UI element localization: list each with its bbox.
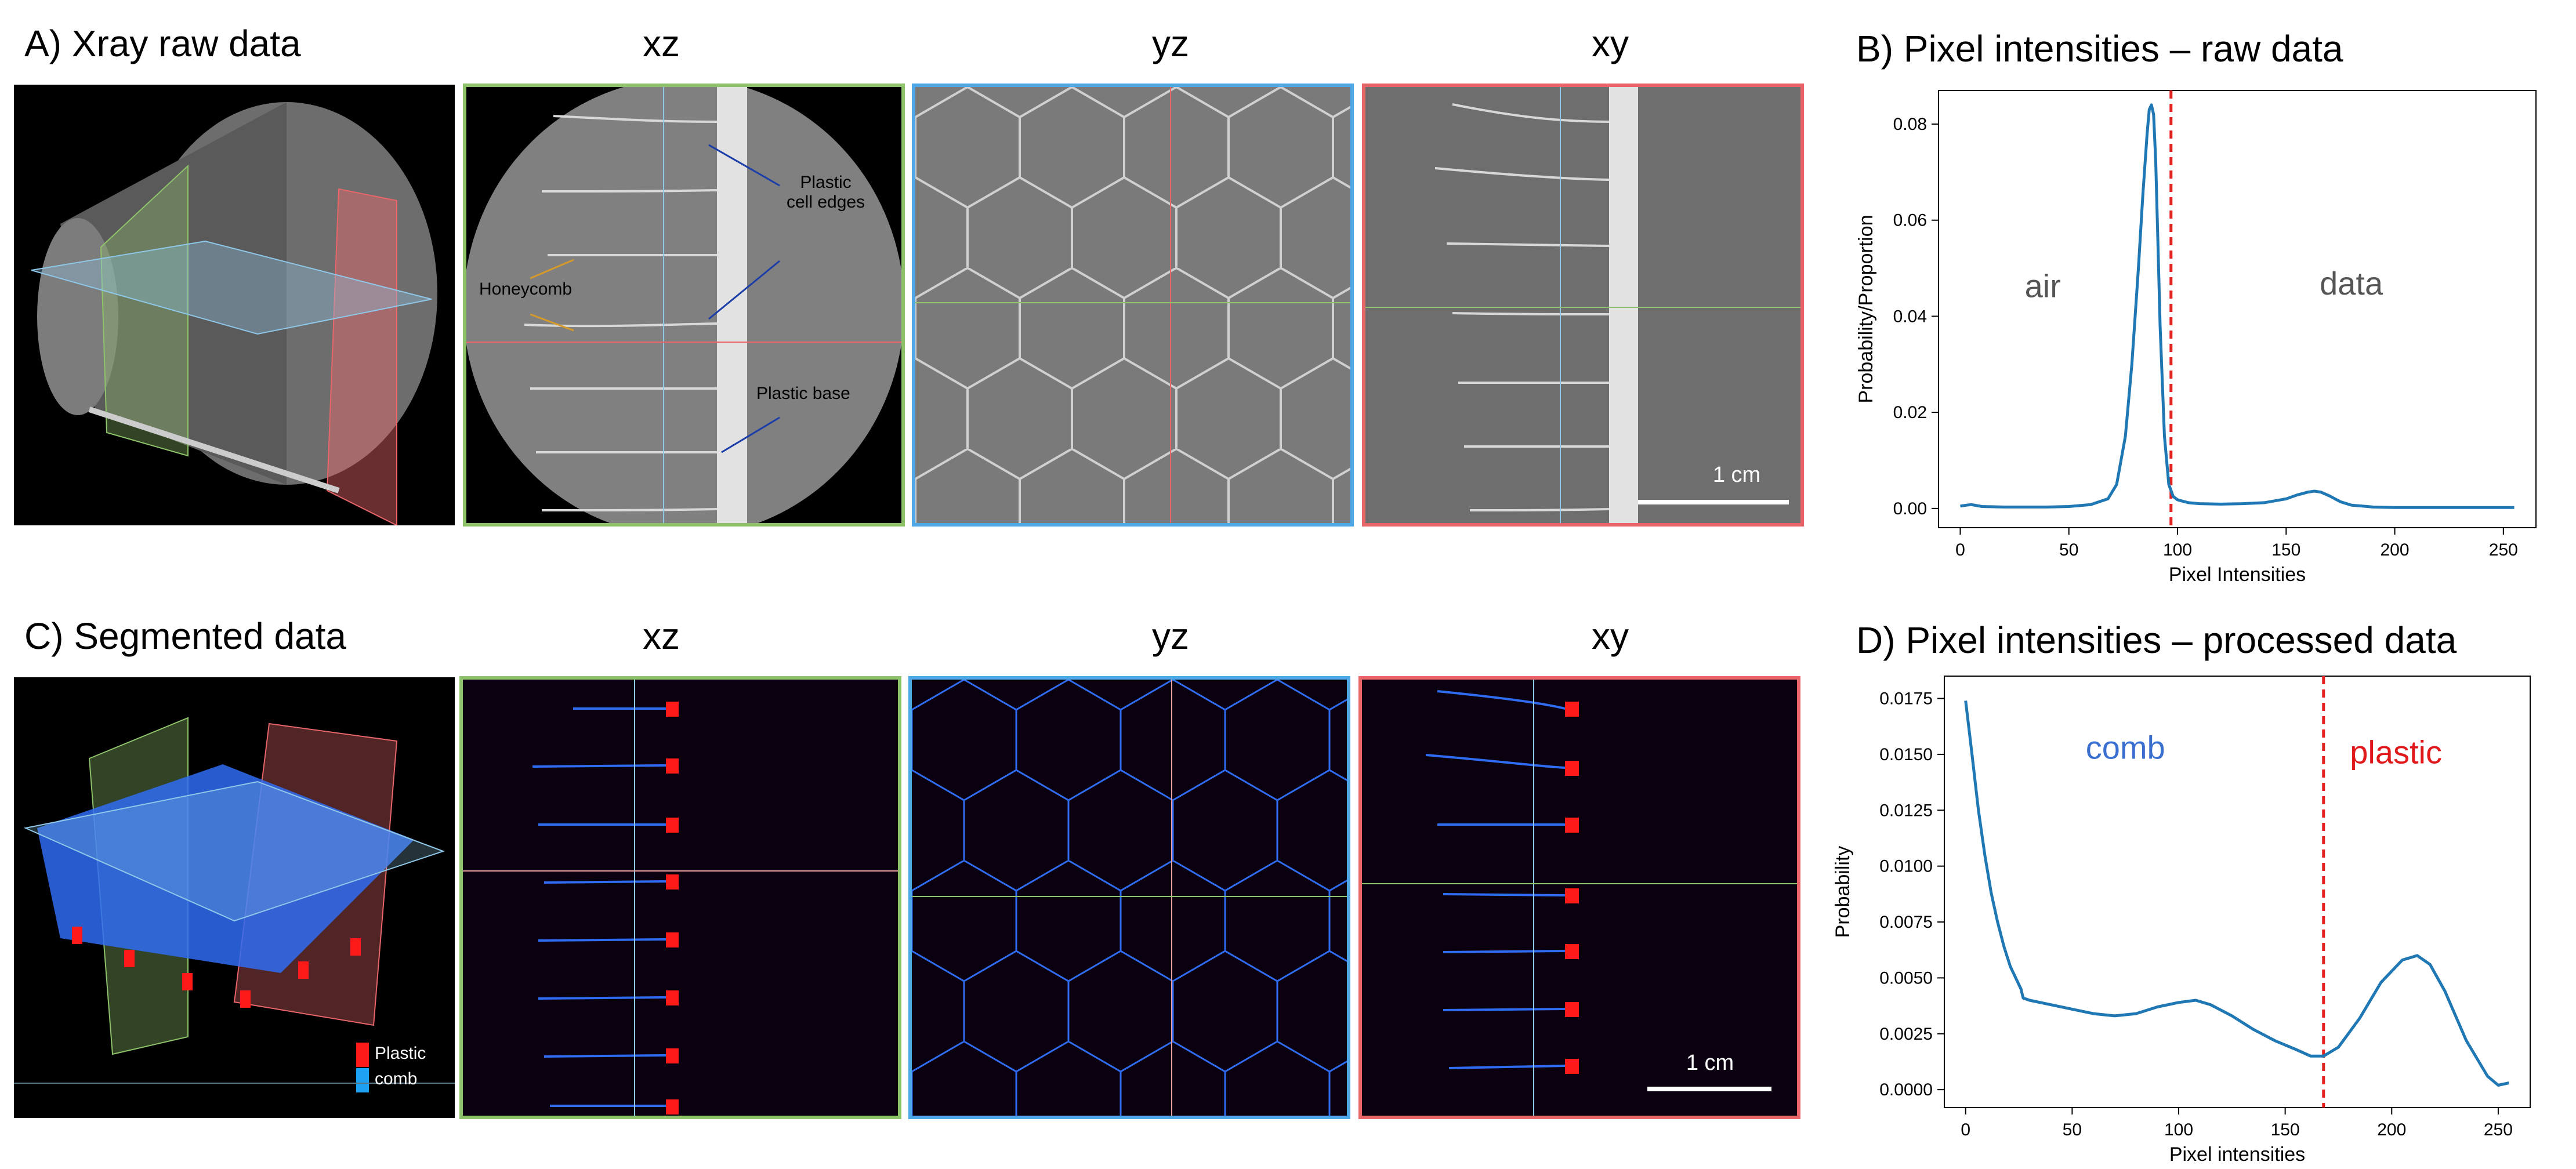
chart-b-ytick-label: 0.00 [1893,499,1927,518]
chart-d-series-line [1964,700,2509,1087]
legend-plastic-label: Plastic [375,1044,426,1063]
chart-b-title: B) Pixel intensities – raw data [1856,28,2343,70]
seg-xz-slice [459,676,901,1119]
chart-d-ytick-label: 0.0125 [1879,801,1933,820]
panel-c-title: C) Segmented data [24,615,346,657]
chart-d-ytick-label: 0.0150 [1879,745,1933,764]
chart-d-region-label: plastic [2350,734,2442,770]
label-plastic-line2: cell edges [787,193,865,212]
raw-xz-drawing [466,87,901,523]
chart-d-xtick-label: 50 [2063,1120,2082,1139]
view-title-yz-c: yz [1152,615,1189,657]
view-title-xz-a: xz [643,23,680,64]
chart-d-ytick-label: 0.0075 [1879,913,1933,932]
raw-3d-render [14,85,455,525]
legend-plastic-swatch [356,1043,369,1067]
chart-d-xtick-label: 200 [2377,1120,2406,1139]
chart-b-ylabel: Probability/Proportion [1855,215,1877,403]
chart-d-xtick-label: 100 [2164,1120,2193,1139]
seg-xy-plastic [1565,702,1579,1074]
view-title-xy-c: xy [1592,615,1629,657]
chart-d-xtick-label: 150 [2271,1120,2300,1139]
label-honeycomb: Honeycomb [479,279,573,299]
seg-xy-comb [1425,690,1566,1069]
chart-d-region-label: comb [2086,729,2165,766]
seg-yz-honeycomb [912,680,1347,1116]
raw-yz-slice [912,84,1354,527]
chart-b-xtick-label: 50 [2059,540,2078,560]
seg-plane-yz [23,780,445,922]
chart-b-plot-frame [1938,90,2537,528]
raw-xz-slice: Plastic cell edges Honeycomb Plastic bas… [463,84,905,527]
seg-xz-plastic [666,702,679,1114]
chart-d-ytick-label: 0.0100 [1879,857,1933,876]
raw-xz-edges [524,115,718,511]
chart-d: D) Pixel intensities – processed data 0 50… [1832,619,2531,1166]
chart-d-ytick-label: 0.0000 [1879,1080,1933,1099]
plane-xz-render [100,164,189,457]
chart-b-xtick-label: 200 [2381,540,2410,560]
raw-xz-honeycomb-pointers [530,259,574,332]
view-title-xy-a: xy [1592,23,1629,64]
raw-xy-scale-label: 1 cm [1712,463,1761,487]
legend-comb-label: comb [375,1069,418,1088]
chart-d-ytick-label: 0.0175 [1879,689,1933,709]
panel-a-title: A) Xray raw data [24,23,301,64]
chart-b-xtick-label: 150 [2271,540,2300,560]
chart-d-plot-frame [1944,676,2531,1108]
segmented-3d-render: Plastic comb [14,677,455,1118]
seg-xz-drawing [463,680,898,1116]
chart-b-ytick-label: 0.02 [1893,403,1927,422]
chart-b-xtick-label: 100 [2163,540,2192,560]
raw-xz-pointers [708,144,780,453]
label-plastic-line1: Plastic [800,173,852,192]
chart-d-xlabel: Pixel intensities [2169,1143,2305,1166]
cylinder-side [60,102,287,485]
chart-d-ytick-label: 0.0025 [1879,1025,1933,1044]
chart-b-xtick-label: 250 [2489,540,2518,560]
chart-b-xtick-label: 0 [1955,540,1965,560]
raw-yz-honeycomb [915,87,1350,523]
raw-xz-disc [466,87,901,523]
seg-xy-drawing [1362,680,1797,1116]
seg-yz-slice [908,676,1350,1119]
raw-xy-edges [1434,103,1610,511]
chart-b-ytick-label: 0.04 [1893,307,1927,326]
plane-xy-render [326,188,397,525]
seg-xy-slice: 1 cm [1358,676,1800,1119]
label-plastic-cell-edges: Plastic cell edges [787,173,865,212]
chart-b-region-label: data [2320,265,2383,302]
raw-xy-base [1609,87,1638,523]
raw-xy-slice: 1 cm [1362,84,1804,527]
legend-comb-swatch [356,1068,369,1092]
chart-d-title: D) Pixel intensities – processed data [1856,619,2457,661]
seg-plastic-blocks [72,927,361,1008]
view-title-xz-c: xz [643,615,680,657]
raw-xy-drawing [1365,87,1800,523]
seg-xy-scale-label: 1 cm [1686,1051,1734,1075]
view-title-yz-a: yz [1152,23,1189,64]
chart-d-ylabel: Probability [1832,846,1854,938]
raw-xz-base [717,87,747,523]
seg-comb-volume [37,764,414,973]
label-plastic-base: Plastic base [756,384,850,403]
chart-b: B) Pixel intensities – raw data 0 50 100 150… [1855,28,2537,586]
raw-3d-render-drawing [31,102,437,525]
chart-b-region-label: air [2025,267,2061,304]
seg-xz-comb [532,707,666,1107]
chart-b-ytick-label: 0.08 [1893,115,1927,134]
chart-d-xtick-label: 250 [2484,1120,2513,1139]
chart-b-series-line [1960,103,2515,509]
chart-d-ytick-label: 0.0050 [1879,968,1933,988]
seg-yz-drawing [912,680,1347,1116]
raw-yz-drawing [915,87,1350,523]
chart-d-xtick-label: 0 [1961,1120,1970,1139]
segmented-3d-drawing [14,717,455,1092]
plane-yz-render [31,240,432,335]
plastic-base-render [88,406,340,493]
chart-b-xlabel: Pixel Intensities [2169,564,2306,586]
chart-b-ytick-label: 0.06 [1893,211,1927,230]
cylinder-end [37,218,118,415]
